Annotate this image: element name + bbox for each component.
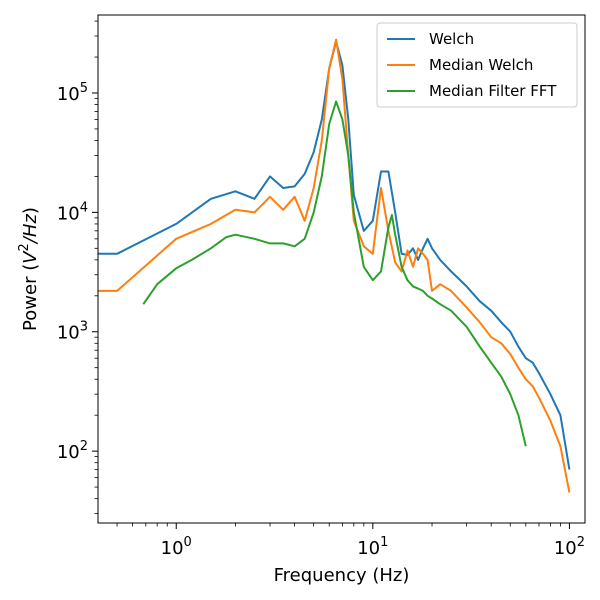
y-tick-label: 103 — [57, 320, 88, 344]
y-tick-label: 102 — [57, 439, 88, 463]
x-tick-label: 100 — [161, 535, 192, 559]
y-axis-label: Power (V2/Hz) — [17, 207, 41, 331]
x-tick-label: 101 — [357, 535, 388, 559]
y-tick-label: 104 — [57, 200, 88, 224]
plot-frame — [97, 14, 586, 524]
x-axis-label: Frequency (Hz) — [274, 565, 410, 586]
series-line-1 — [98, 38, 571, 493]
ticks-layer: 100 101 102 102 103 104 105 — [57, 20, 585, 559]
legend-box — [376, 22, 578, 108]
y-tick-label: 105 — [57, 81, 88, 105]
legend-label-2: Median Filter FFT — [429, 82, 557, 100]
legend: Welch Median Welch Median Filter FFT — [376, 22, 578, 108]
series-line-2 — [142, 100, 527, 447]
series-layer — [98, 38, 571, 493]
series-line-0 — [98, 40, 571, 470]
x-tick-label: 102 — [554, 535, 585, 559]
legend-label-0: Welch — [429, 30, 474, 48]
legend-label-1: Median Welch — [429, 56, 533, 74]
